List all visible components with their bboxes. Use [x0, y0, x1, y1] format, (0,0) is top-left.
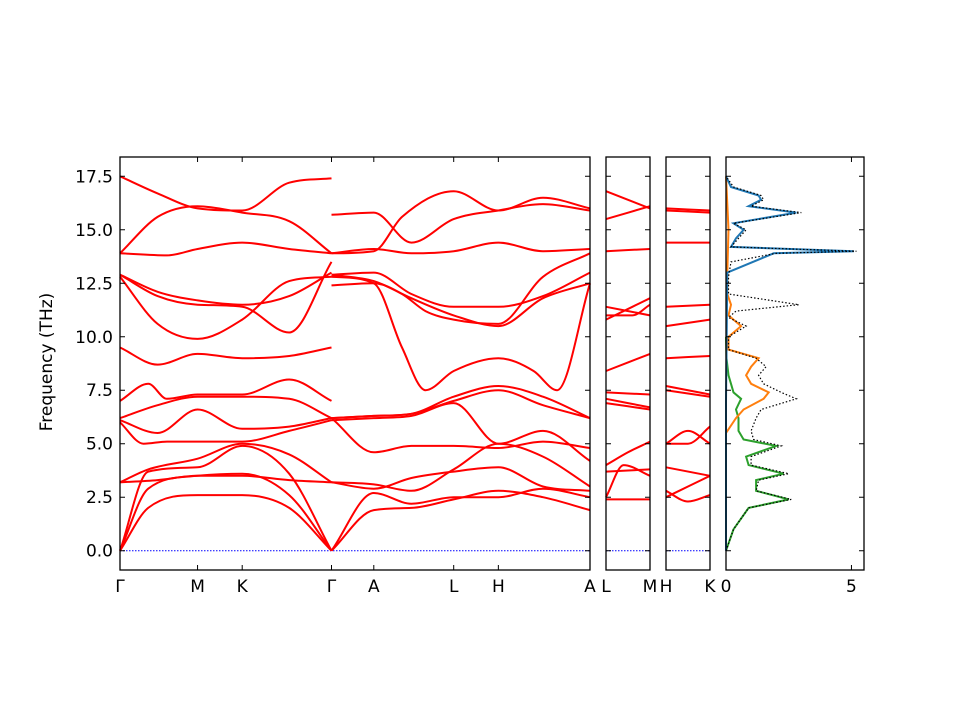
path-h-k-frame: [665, 156, 711, 571]
band-line: [605, 190, 651, 210]
band-line: [331, 389, 591, 420]
band-line: [331, 273, 591, 328]
band-line: [331, 241, 591, 255]
band-line: [119, 444, 333, 552]
y-tick-label: 12.5: [75, 274, 113, 294]
dos-line-dos_3: [725, 336, 789, 552]
band-line: [331, 252, 591, 325]
band-line: [119, 271, 332, 306]
band-line: [605, 464, 651, 498]
y-tick-label: 10.0: [75, 328, 113, 348]
x-tick-label: Γ: [327, 577, 337, 597]
x-tick-label: L: [449, 577, 459, 597]
y-axis-label: Frequency (THz): [37, 293, 57, 432]
path-gamma-m-k-gamma-a-l-h-a-frame: [119, 156, 591, 571]
x-tick-label: L: [601, 577, 611, 597]
dos-line-dos_2: [725, 176, 771, 551]
path-h-k-bands: [665, 207, 711, 552]
band-line: [119, 408, 332, 435]
y-tick-label: 0.0: [86, 542, 113, 562]
x-tick-label: K: [237, 577, 249, 597]
band-line: [330, 417, 591, 454]
band-line: [119, 378, 332, 402]
band-line: [605, 352, 651, 372]
band-line: [119, 494, 333, 552]
x-tick-label: M: [643, 577, 658, 597]
band-line: [605, 248, 651, 253]
band-line: [330, 489, 591, 552]
band-line: [119, 175, 332, 212]
band-line: [331, 384, 591, 420]
band-line: [331, 466, 591, 492]
x-tick-label: H: [492, 577, 505, 597]
band-line: [119, 472, 333, 552]
path-gamma-m-k-gamma-a-l-h-a-bands: [119, 175, 591, 552]
band-line: [605, 468, 651, 473]
band-line: [605, 402, 651, 411]
dos-x-tick-label: 0: [721, 577, 732, 597]
band-line: [119, 442, 333, 484]
x-tick-label: M: [190, 577, 205, 597]
dos-curves: [725, 175, 857, 552]
y-tick-label: 7.5: [86, 381, 113, 401]
x-tick-label: Γ: [115, 577, 125, 597]
band-line: [331, 271, 591, 308]
band-line: [119, 346, 332, 366]
band-line: [665, 425, 711, 445]
band-line: [665, 389, 711, 398]
x-tick-label: A: [584, 577, 596, 597]
x-tick-label: H: [660, 577, 673, 597]
band-line: [665, 385, 711, 396]
band-line: [605, 440, 651, 466]
band-line: [119, 275, 332, 340]
band-line: [331, 190, 591, 255]
band-line: [119, 474, 332, 484]
band-line: [605, 391, 651, 396]
band-line: [605, 303, 651, 317]
y-tick-label: 2.5: [86, 488, 113, 508]
band-line: [331, 203, 591, 244]
band-line: [119, 261, 333, 334]
y-tick-label: 5.0: [86, 435, 113, 455]
band-line: [665, 466, 711, 477]
band-line: [119, 395, 332, 420]
band-line: [665, 318, 711, 328]
band-line: [331, 402, 591, 462]
band-line: [665, 303, 711, 308]
band-line: [330, 487, 591, 552]
band-line: [665, 429, 711, 445]
band-line: [665, 207, 711, 212]
band-line: [605, 205, 651, 221]
dos-x-tick-label: 5: [846, 577, 857, 597]
band-line: [119, 205, 333, 255]
x-tick-label: A: [368, 577, 380, 597]
dos-line-total: [725, 175, 857, 551]
dos-line-dos_1: [725, 175, 855, 551]
band-line: [119, 241, 332, 257]
y-tick-label: 17.5: [75, 167, 113, 187]
band-line: [665, 209, 711, 214]
band-line: [331, 442, 591, 492]
dos-frame: [725, 156, 865, 571]
band-line: [331, 275, 591, 392]
band-line: [605, 397, 651, 409]
band-line: [665, 489, 711, 503]
band-line: [665, 355, 711, 360]
path-l-m-bands: [605, 190, 651, 552]
band-line: [119, 419, 332, 445]
path-l-m-frame: [605, 156, 651, 571]
x-tick-label: K: [704, 577, 716, 597]
band-line: [605, 305, 651, 317]
y-tick-label: 15.0: [75, 221, 113, 241]
